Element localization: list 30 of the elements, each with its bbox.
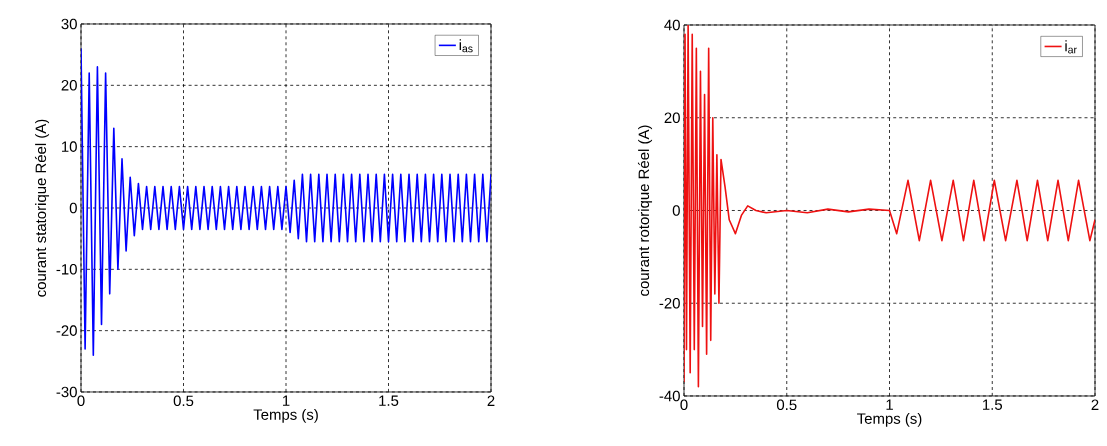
- x-tick-label: 0: [77, 395, 85, 407]
- y-tick-label: -40: [659, 390, 680, 402]
- x-tick-label: 1: [886, 399, 893, 410]
- x-tick-label: 1.5: [983, 399, 1003, 410]
- x-axis-title: Temps (s): [857, 412, 922, 427]
- y-axis-title: courant rotorique Réel (A): [637, 125, 653, 296]
- x-tick-label: 1: [283, 395, 290, 406]
- x-axis-title: Temps (s): [253, 408, 318, 423]
- x-tick-label: 0: [680, 399, 688, 411]
- y-axis-title: courant statorique Réel (A): [34, 119, 50, 297]
- y-tick-label: -20: [56, 325, 77, 336]
- x-tick-label: 1.5: [379, 395, 399, 406]
- y-tick-label: -30: [56, 386, 77, 398]
- y-tick-label: 20: [664, 112, 680, 124]
- line-series: [684, 24, 1096, 388]
- x-tick-label: 2: [1091, 399, 1099, 410]
- y-tick-label: 30: [61, 18, 77, 30]
- line-series: [81, 47, 492, 356]
- x-tick-label: 0.5: [173, 395, 194, 407]
- legend-label: i$_{as}$: [459, 39, 473, 53]
- legend-label: i$_{ar}$: [1065, 40, 1077, 54]
- y-tick-label: 10: [62, 141, 77, 152]
- x-tick-label: 0.5: [776, 399, 797, 411]
- y-tick-label: 0: [672, 205, 680, 216]
- y-tick-label: -20: [659, 297, 680, 309]
- y-tick-label: 40: [664, 19, 680, 31]
- y-tick-label: -10: [56, 264, 77, 275]
- y-tick-label: 0: [69, 202, 77, 214]
- x-tick-label: 2: [487, 395, 495, 406]
- y-tick-label: 20: [61, 80, 77, 91]
